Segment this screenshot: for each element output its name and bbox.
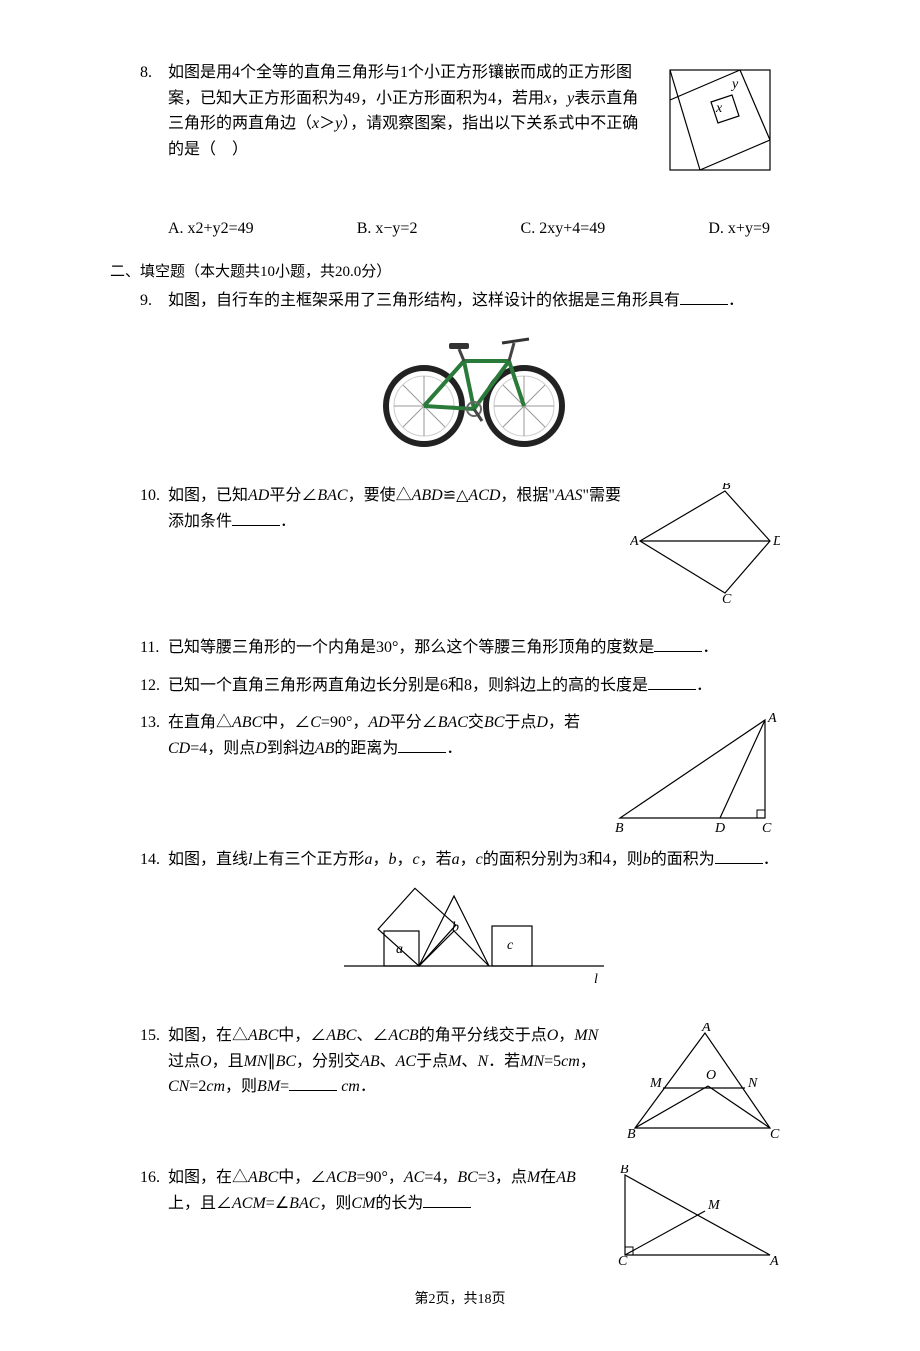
svg-text:C: C [770, 1127, 780, 1142]
question-number: 10. [140, 483, 168, 509]
svg-text:M: M [707, 1198, 721, 1213]
blank [232, 510, 280, 526]
svg-text:A: A [769, 1254, 779, 1265]
q10-figure: A B C D [630, 483, 780, 603]
svg-text:A: A [630, 534, 639, 549]
svg-text:l: l [594, 972, 598, 987]
svg-text:C: C [722, 592, 732, 603]
question-number: 9. [140, 288, 168, 314]
triangle-mn-svg: A B C M N O [620, 1023, 780, 1143]
q8-figure: y x [660, 60, 780, 180]
question-16: 16. 如图，在△ABC中，∠ACB=90°，AC=4，BC=3，点M在AB上，… [140, 1165, 780, 1265]
svg-text:D: D [714, 821, 725, 835]
blank [680, 289, 728, 305]
three-squares-svg: a b c l [334, 881, 614, 991]
svg-text:B: B [722, 483, 731, 493]
q15-figure: A B C M N O [620, 1023, 780, 1143]
question-11: 11. 已知等腰三角形的一个内角是30°，那么这个等腰三角形顶角的度数是． [140, 635, 780, 661]
svg-text:D: D [772, 534, 780, 549]
question-text: 在直角△ABC中，∠C=90°，AD平分∠BAC交BC于点D，若CD=4，则点D… [168, 710, 602, 761]
svg-text:y: y [730, 77, 739, 92]
svg-text:N: N [747, 1076, 758, 1091]
q16-figure: B C A M [610, 1165, 780, 1265]
question-text: 如图，在△ABC中，∠ACB=90°，AC=4，BC=3，点M在AB上，且∠AC… [168, 1165, 602, 1216]
svg-text:C: C [762, 821, 772, 835]
question-13: 13. 在直角△ABC中，∠C=90°，AD平分∠BAC交BC于点D，若CD=4… [140, 710, 780, 835]
question-12: 12. 已知一个直角三角形两直角边长分别是6和8，则斜边上的高的长度是． [140, 673, 780, 699]
q8-options: A. x2+y2=49 B. x−y=2 C. 2xy+4=49 D. x+y=… [168, 216, 780, 242]
page-footer: 第2页，共18页 [140, 1289, 780, 1311]
blank [398, 737, 446, 753]
question-number: 11. [140, 635, 168, 661]
option-a: A. x2+y2=49 [168, 216, 254, 242]
right-triangle-acm-svg: B C A M [610, 1165, 780, 1265]
q9-figure [168, 321, 780, 451]
triangle-abd-acd-svg: A B C D [630, 483, 780, 603]
svg-text:b: b [452, 920, 459, 935]
question-text: 如图，在△ABC中，∠ABC、∠ACB的角平分线交于点O，MN过点O，且MN∥B… [168, 1023, 612, 1100]
svg-text:A: A [701, 1023, 711, 1035]
blank [648, 674, 696, 690]
bicycle-svg [374, 321, 574, 451]
section-2-header: 二、填空题（本大题共10小题，共20.0分） [110, 260, 780, 284]
blank [289, 1075, 337, 1091]
option-b: B. x−y=2 [357, 216, 418, 242]
question-number: 13. [140, 710, 168, 736]
question-14: 14. 如图，直线l上有三个正方形a，b，c，若a，c的面积分别为3和4，则b的… [140, 847, 780, 1011]
question-8: 8. 如图是用4个全等的直角三角形与1个小正方形镶嵌而成的正方形图案，已知大正方… [140, 60, 780, 248]
q14-figure: a b c l [168, 881, 780, 991]
question-text: 如图，已知AD平分∠BAC，要使△ABD≌△ACD，根据"AAS"需要添加条件． [168, 483, 622, 534]
svg-text:B: B [615, 821, 624, 835]
question-10: 10. 如图，已知AD平分∠BAC，要使△ABD≌△ACD，根据"AAS"需要添… [140, 483, 780, 603]
option-d: D. x+y=9 [708, 216, 770, 242]
question-9: 9. 如图，自行车的主框架采用了三角形结构，这样设计的依据是三角形具有． [140, 288, 780, 472]
option-c: C. 2xy+4=49 [521, 216, 606, 242]
svg-text:O: O [706, 1068, 716, 1083]
right-triangle-svg: B D C A [610, 710, 780, 835]
svg-text:x: x [715, 101, 723, 116]
question-number: 15. [140, 1023, 168, 1049]
question-15: 15. 如图，在△ABC中，∠ABC、∠ACB的角平分线交于点O，MN过点O，且… [140, 1023, 780, 1143]
blank [715, 848, 763, 864]
question-number: 16. [140, 1165, 168, 1191]
svg-text:B: B [627, 1127, 636, 1142]
question-number: 14. [140, 847, 168, 873]
blank [654, 636, 702, 652]
blank [423, 1192, 471, 1208]
svg-text:M: M [649, 1076, 663, 1091]
svg-text:c: c [507, 938, 514, 953]
q13-figure: B D C A [610, 710, 780, 835]
svg-text:B: B [620, 1165, 629, 1177]
svg-text:A: A [767, 711, 777, 726]
question-number: 12. [140, 673, 168, 699]
svg-text:a: a [396, 942, 403, 957]
square-pattern-svg: y x [660, 60, 780, 180]
svg-text:C: C [618, 1254, 628, 1265]
question-number: 8. [140, 60, 168, 86]
question-text: 如图是用4个全等的直角三角形与1个小正方形镶嵌而成的正方形图案，已知大正方形面积… [168, 60, 652, 162]
